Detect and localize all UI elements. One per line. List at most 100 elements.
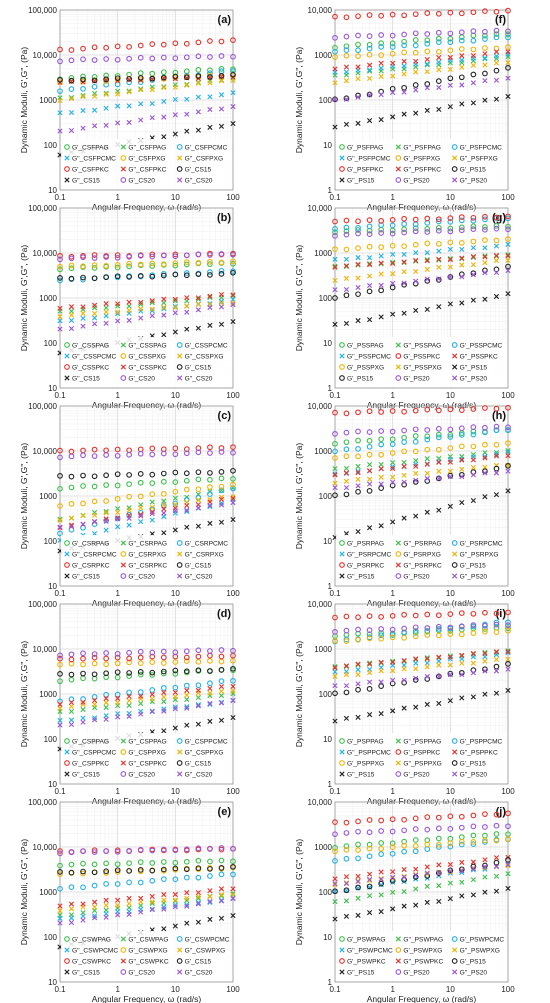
data-point — [436, 673, 442, 680]
data-point — [355, 681, 361, 687]
data-point — [149, 649, 156, 656]
data-point — [80, 699, 86, 705]
data-point — [505, 424, 511, 431]
data-point — [195, 505, 201, 511]
data-point — [126, 507, 132, 513]
data-point — [389, 50, 396, 57]
data-point — [92, 697, 98, 703]
data-point — [482, 78, 488, 84]
data-point — [343, 855, 350, 862]
data-point — [57, 256, 63, 263]
legend-item: G'_PS15 — [451, 562, 486, 570]
data-point — [343, 819, 350, 826]
data-point — [505, 213, 511, 220]
data-point — [149, 471, 156, 478]
series-G''_PSSPXG — [332, 257, 511, 284]
legend-label: G''_CSSPAG — [128, 343, 166, 350]
data-point — [447, 239, 454, 246]
legend-marker — [120, 969, 127, 975]
x-tick-label: 10 — [171, 391, 180, 400]
y-tick-label: 1000 — [314, 843, 332, 852]
data-point — [401, 259, 407, 265]
data-point — [470, 497, 476, 504]
data-point — [413, 477, 419, 483]
data-point — [413, 872, 419, 878]
data-point — [114, 650, 121, 657]
data-point — [482, 70, 488, 77]
data-point — [366, 91, 373, 98]
data-point — [207, 657, 213, 664]
data-point — [149, 517, 155, 523]
data-point — [149, 251, 156, 258]
data-point — [207, 520, 213, 526]
data-point — [482, 254, 488, 260]
data-point — [401, 666, 407, 672]
data-point — [367, 273, 373, 279]
data-point — [343, 874, 350, 880]
legend-item: G''_PSFPKC — [395, 166, 441, 174]
data-point — [68, 515, 75, 521]
data-point — [413, 87, 419, 93]
data-point — [126, 263, 132, 270]
x-tick-label: 10 — [446, 787, 455, 796]
data-point — [332, 628, 338, 635]
data-point — [401, 63, 407, 69]
legend-marker — [120, 749, 127, 755]
legend-item: G'_PSSPCMC — [451, 342, 503, 350]
data-point — [126, 522, 132, 528]
data-point — [378, 314, 384, 320]
legend-marker — [120, 375, 127, 381]
data-point — [343, 613, 350, 620]
data-point — [57, 266, 63, 273]
x-tick-label: 1 — [390, 589, 395, 598]
data-point — [172, 527, 178, 533]
data-point — [355, 32, 361, 39]
data-point — [103, 695, 109, 702]
data-point — [149, 511, 155, 517]
data-point — [207, 916, 213, 922]
legend-label: G'_CSRPXG — [128, 552, 166, 559]
data-point — [424, 427, 431, 433]
data-point — [103, 105, 109, 111]
data-point — [115, 695, 121, 701]
legend-marker — [339, 177, 345, 183]
legend-item: G''_CSFPKC — [120, 166, 167, 174]
legend-label: G'_CS15 — [185, 563, 212, 570]
data-point — [218, 500, 225, 506]
data-point — [137, 479, 144, 486]
data-point — [482, 8, 488, 14]
y-tick-label: 10,000 — [308, 600, 333, 609]
data-point — [447, 406, 454, 413]
data-point — [207, 680, 213, 687]
data-point — [91, 77, 98, 84]
data-point — [424, 276, 430, 282]
legend-label: G'_CSRPAG — [72, 541, 109, 548]
data-point — [195, 127, 201, 133]
data-point — [367, 68, 373, 74]
data-point — [390, 479, 396, 485]
data-point — [470, 214, 477, 221]
data-point — [218, 683, 225, 690]
series-G'_PSRPKC — [332, 404, 511, 417]
data-point — [378, 630, 384, 636]
series-G''_CS20 — [57, 896, 236, 926]
data-point — [493, 258, 500, 264]
legend-item: G'_PSPPXG — [339, 760, 384, 768]
data-point — [80, 310, 86, 316]
data-point — [103, 881, 109, 887]
data-point — [207, 272, 213, 278]
data-point — [401, 705, 407, 711]
legend-marker — [120, 364, 126, 370]
legend-item: G'_CS20 — [120, 771, 155, 779]
data-point — [149, 669, 156, 676]
y-tick-label: 100 — [44, 339, 58, 348]
legend-marker — [120, 947, 127, 953]
data-point — [447, 39, 454, 46]
data-point — [332, 673, 338, 680]
data-point — [57, 318, 63, 324]
data-point — [68, 522, 75, 528]
data-point — [195, 325, 201, 331]
data-point — [161, 906, 167, 912]
data-point — [57, 871, 63, 877]
series-G''_PS20 — [332, 468, 511, 491]
